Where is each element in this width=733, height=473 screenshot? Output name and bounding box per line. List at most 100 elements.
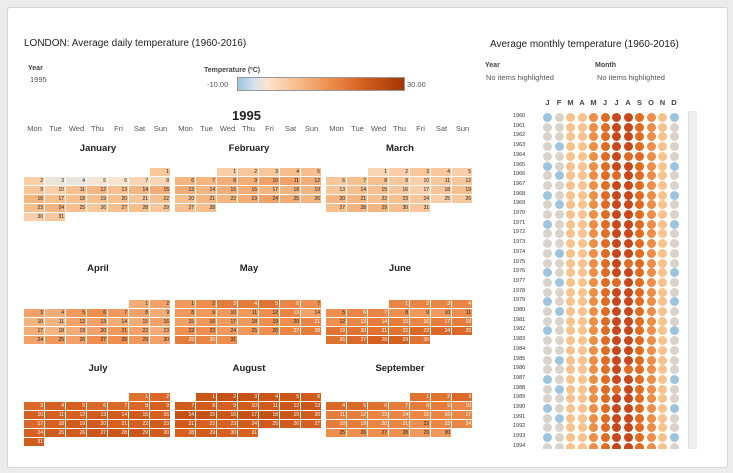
day-cell[interactable]: 15	[196, 411, 216, 419]
day-cell[interactable]: 1	[196, 393, 216, 401]
monthly-temp-dot[interactable]	[635, 355, 644, 365]
day-cell[interactable]: 30	[150, 336, 170, 344]
monthly-temp-dot[interactable]	[646, 258, 656, 268]
monthly-temp-dot[interactable]	[669, 297, 679, 307]
day-cell[interactable]: 8	[129, 309, 149, 317]
monthly-temp-dot[interactable]	[612, 258, 621, 268]
day-cell[interactable]: 24	[259, 195, 279, 203]
day-cell[interactable]: 5	[452, 168, 472, 176]
day-cell[interactable]: 29	[175, 336, 195, 344]
monthly-temp-dot[interactable]	[600, 258, 610, 268]
day-cell[interactable]: 2	[150, 393, 170, 401]
monthly-temp-dot[interactable]	[566, 229, 575, 239]
day-cell[interactable]: 19	[66, 420, 86, 428]
day-cell[interactable]: 27	[87, 429, 107, 437]
monthly-temp-dot[interactable]	[646, 151, 656, 161]
monthly-temp-dot[interactable]	[543, 355, 552, 365]
monthly-temp-dot[interactable]	[669, 394, 679, 404]
day-cell[interactable]: 3	[410, 168, 430, 176]
day-cell[interactable]: 6	[175, 177, 195, 185]
day-cell[interactable]: 1	[129, 300, 149, 308]
monthly-temp-dot[interactable]	[635, 200, 644, 210]
monthly-temp-dot[interactable]	[623, 277, 633, 287]
monthly-temp-dot[interactable]	[635, 258, 644, 268]
monthly-temp-dot[interactable]	[669, 161, 679, 171]
monthly-temp-dot[interactable]	[646, 355, 656, 365]
day-cell[interactable]: 4	[280, 168, 300, 176]
day-cell[interactable]: 25	[431, 195, 451, 203]
day-cell[interactable]: 28	[175, 429, 195, 437]
day-cell[interactable]: 30	[196, 336, 216, 344]
monthly-temp-dot[interactable]	[612, 384, 621, 394]
monthly-temp-dot[interactable]	[623, 394, 633, 404]
day-cell[interactable]: 12	[259, 309, 279, 317]
monthly-temp-dot[interactable]	[589, 161, 598, 171]
monthly-temp-dot[interactable]	[646, 316, 656, 326]
day-cell[interactable]: 24	[431, 327, 451, 335]
monthly-temp-dot[interactable]	[646, 433, 656, 443]
day-cell[interactable]: 23	[238, 195, 258, 203]
monthly-temp-dot[interactable]	[635, 413, 644, 423]
monthly-temp-dot[interactable]	[669, 404, 679, 413]
monthly-temp-dot[interactable]	[577, 219, 587, 229]
day-cell[interactable]: 20	[175, 195, 195, 203]
day-cell[interactable]: 30	[410, 336, 430, 344]
day-cell[interactable]: 3	[217, 300, 237, 308]
monthly-temp-dot[interactable]	[600, 190, 610, 200]
monthly-temp-dot[interactable]	[669, 219, 679, 229]
monthly-temp-dot[interactable]	[646, 394, 656, 404]
monthly-temp-dot[interactable]	[543, 374, 552, 384]
day-cell[interactable]: 31	[410, 204, 430, 212]
monthly-temp-dot[interactable]	[543, 248, 552, 258]
monthly-temp-dot[interactable]	[566, 326, 575, 336]
day-cell[interactable]: 13	[175, 186, 195, 194]
monthly-temp-dot[interactable]	[646, 384, 656, 394]
monthly-temp-dot[interactable]	[600, 355, 610, 365]
day-cell[interactable]: 14	[108, 411, 128, 419]
day-cell[interactable]: 29	[129, 336, 149, 344]
day-cell[interactable]: 26	[326, 336, 346, 344]
monthly-temp-dot[interactable]	[566, 277, 575, 287]
monthly-temp-dot[interactable]	[623, 258, 633, 268]
monthly-temp-dot[interactable]	[600, 268, 610, 278]
monthly-temp-dot[interactable]	[554, 336, 564, 346]
monthly-temp-dot[interactable]	[554, 394, 564, 404]
monthly-temp-dot[interactable]	[543, 413, 552, 423]
monthly-temp-dot[interactable]	[566, 142, 575, 152]
monthly-temp-dot[interactable]	[612, 442, 621, 449]
monthly-temp-dot[interactable]	[635, 113, 644, 122]
monthly-temp-dot[interactable]	[623, 355, 633, 365]
day-cell[interactable]: 2	[389, 168, 409, 176]
monthly-temp-dot[interactable]	[543, 326, 552, 336]
day-cell[interactable]: 7	[129, 177, 149, 185]
day-cell[interactable]: 20	[87, 420, 107, 428]
monthly-temp-dot[interactable]	[566, 433, 575, 443]
day-cell[interactable]: 24	[238, 420, 258, 428]
monthly-temp-dot[interactable]	[623, 307, 633, 316]
monthly-temp-dot[interactable]	[646, 336, 656, 346]
monthly-temp-dot[interactable]	[554, 345, 564, 355]
day-cell[interactable]: 21	[196, 195, 216, 203]
monthly-temp-dot[interactable]	[543, 171, 552, 181]
right-month-value[interactable]: No items highlighted	[597, 73, 665, 82]
day-cell[interactable]: 26	[452, 195, 472, 203]
monthly-temp-dot[interactable]	[566, 190, 575, 200]
monthly-temp-dot[interactable]	[669, 336, 679, 346]
day-cell[interactable]: 16	[389, 186, 409, 194]
monthly-temp-dot[interactable]	[543, 316, 552, 326]
monthly-temp-dot[interactable]	[589, 287, 598, 297]
monthly-temp-dot[interactable]	[658, 413, 667, 423]
day-cell[interactable]: 17	[431, 318, 451, 326]
day-cell[interactable]: 25	[326, 429, 346, 437]
monthly-temp-dot[interactable]	[658, 122, 667, 132]
monthly-temp-dot[interactable]	[669, 307, 679, 316]
monthly-temp-dot[interactable]	[566, 210, 575, 219]
day-cell[interactable]: 10	[259, 177, 279, 185]
day-cell[interactable]: 23	[431, 420, 451, 428]
monthly-temp-dot[interactable]	[600, 151, 610, 161]
monthly-temp-dot[interactable]	[658, 365, 667, 375]
monthly-temp-dot[interactable]	[577, 161, 587, 171]
monthly-temp-dot[interactable]	[589, 345, 598, 355]
monthly-temp-dot[interactable]	[543, 219, 552, 229]
monthly-temp-dot[interactable]	[543, 365, 552, 375]
